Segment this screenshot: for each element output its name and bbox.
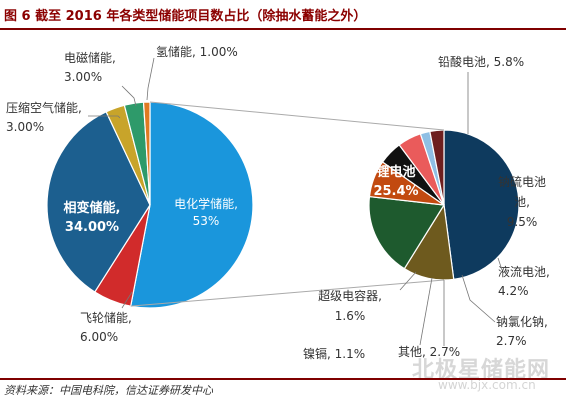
label-sec-2: 钠硫电池池, 9.5% bbox=[498, 174, 546, 229]
label-main-3-line-0: 压缩空气储能, bbox=[6, 100, 82, 115]
label-main-5-line-0: 氢储能, 1.00% bbox=[156, 44, 238, 59]
label-sec-4: 钠氯化钠, 2.7% bbox=[496, 314, 548, 348]
label-main-0: 电化学储能, 53% bbox=[174, 196, 238, 228]
label-main-2-line-0: 相变储能, bbox=[64, 200, 121, 216]
leader-main-3 bbox=[88, 115, 121, 119]
label-main-0-line-0: 电化学储能, bbox=[174, 196, 238, 211]
label-sec-7: 超级电容器, 1.6% bbox=[318, 288, 382, 323]
label-sec-0-line-0: 锂电池 bbox=[376, 164, 415, 180]
leader-main-4 bbox=[121, 85, 137, 107]
leader-sec-4 bbox=[461, 274, 496, 323]
main-pie-slice-2 bbox=[46, 111, 151, 293]
label-sec-2-line-0: 钠硫电池 bbox=[498, 174, 546, 189]
connector-line-top bbox=[149, 101, 445, 131]
connector-line-bottom bbox=[130, 279, 445, 307]
label-sec-0: 锂电池 25.4% bbox=[373, 164, 418, 199]
secondary-pie-slice-2 bbox=[368, 195, 446, 270]
leader-main-1 bbox=[121, 291, 133, 309]
label-main-3-line-1: 3.00% bbox=[6, 120, 44, 134]
leader-sec-7 bbox=[399, 271, 417, 291]
label-sec-3-line-1: 4.2% bbox=[498, 284, 529, 298]
label-main-4-line-0: 电磁储能, bbox=[64, 50, 116, 65]
label-main-5: 氢储能, 1.00% bbox=[156, 44, 238, 59]
label-main-2-line-1: 34.00% bbox=[65, 220, 119, 235]
label-main-4-line-1: 3.00% bbox=[64, 70, 102, 84]
label-sec-3: 液流电池, 4.2% bbox=[498, 264, 550, 298]
label-main-0-line-1: 53% bbox=[193, 214, 220, 228]
source-note: 资料来源：中国电科院，信达证券研发中心 bbox=[4, 384, 213, 397]
label-sec-2-line-2: 9.5% bbox=[507, 215, 538, 229]
label-sec-4-line-0: 钠氯化钠, bbox=[496, 314, 548, 329]
leader-main-5 bbox=[146, 57, 155, 101]
source-divider bbox=[0, 378, 566, 380]
label-sec-6: 镍镉, 1.1% bbox=[303, 347, 365, 361]
secondary-pie-slice-0 bbox=[443, 129, 520, 281]
label-main-4: 电磁储能, 3.00% bbox=[64, 50, 116, 84]
label-sec-3-line-0: 液流电池, bbox=[498, 264, 550, 279]
label-main-3: 压缩空气储能, 3.00% bbox=[6, 100, 82, 134]
label-sec-5-line-0: 其他, 2.7% bbox=[398, 345, 460, 359]
leader-sec-6 bbox=[419, 277, 433, 346]
label-main-1: 飞轮储能, 6.00% bbox=[80, 310, 132, 344]
label-sec-1: 铅酸电池, 5.8% bbox=[438, 54, 524, 69]
watermark-url: www.bjx.com.cn bbox=[438, 378, 536, 392]
label-sec-2-line-1: 池, bbox=[514, 195, 530, 209]
label-sec-7-line-1: 1.6% bbox=[335, 309, 366, 323]
label-sec-5: 其他, 2.7% bbox=[398, 345, 460, 359]
label-sec-0-line-1: 25.4% bbox=[373, 184, 418, 199]
label-sec-7-line-0: 超级电容器, bbox=[318, 288, 382, 303]
label-main-2: 相变储能, 34.00% bbox=[64, 200, 121, 235]
label-sec-6-line-0: 镍镉, 1.1% bbox=[303, 347, 365, 361]
main-pie-slice-5 bbox=[142, 101, 151, 206]
title-bar: 图 6 截至 2016 年各类型储能项目数占比（除抽水蓄能之外） bbox=[0, 0, 566, 30]
main-pie-slice-0 bbox=[129, 101, 254, 309]
label-main-1-line-1: 6.00% bbox=[80, 330, 118, 344]
label-sec-4-line-1: 2.7% bbox=[496, 334, 527, 348]
label-main-1-line-0: 飞轮储能, bbox=[80, 310, 132, 325]
leader-sec-3 bbox=[497, 257, 503, 271]
chart-title: 图 6 截至 2016 年各类型储能项目数占比（除抽水蓄能之外） bbox=[4, 9, 367, 24]
label-sec-1-line-0: 铅酸电池, 5.8% bbox=[438, 54, 524, 69]
